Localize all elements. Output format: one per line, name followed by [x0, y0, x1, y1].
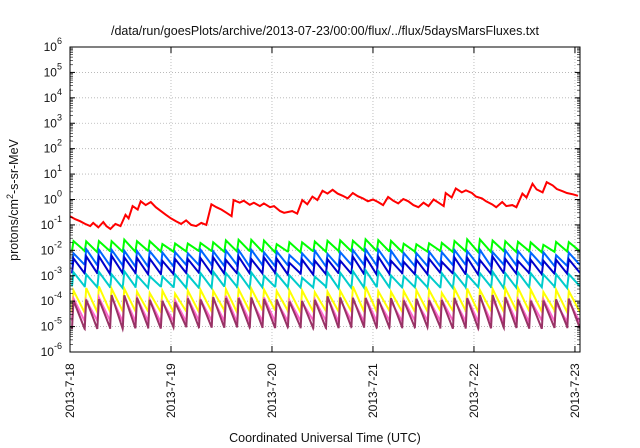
y-tick-label: 10-1 — [41, 214, 62, 232]
y-tick-exp: -3 — [54, 265, 62, 275]
y-tick-label: 10-4 — [41, 290, 62, 308]
series-line-1 — [71, 237, 580, 255]
y-tick-base: 10 — [44, 40, 58, 54]
y-tick-label: 10-2 — [41, 239, 62, 257]
y-axis-label-main: protons/cm — [7, 199, 21, 261]
y-tick-base: 10 — [44, 167, 58, 181]
y-tick-label: 101 — [44, 163, 62, 181]
y-tick-exp: -2 — [54, 239, 62, 249]
y-tick-label: 103 — [44, 112, 62, 130]
x-axis-ticks: 2013-7-18 2013-7-19 2013-7-20 2013-7-21 2013… — [63, 47, 582, 418]
x-tick-label: 2013-7-23 — [568, 363, 582, 418]
y-tick-base: 10 — [44, 65, 58, 79]
y-axis-ticks: 10-610-510-410-310-210-11001011021031041… — [41, 36, 580, 359]
y-tick-exp: -6 — [54, 341, 62, 351]
y-tick-base: 10 — [41, 269, 55, 283]
y-tick-exp: 5 — [57, 61, 62, 71]
y-tick-exp: 1 — [57, 163, 62, 173]
y-tick-base: 10 — [44, 193, 58, 207]
y-tick-base: 10 — [44, 91, 58, 105]
y-tick-base: 10 — [41, 294, 55, 308]
y-tick-label: 10-6 — [41, 341, 62, 359]
y-tick-label: 102 — [44, 138, 62, 156]
y-tick-base: 10 — [41, 218, 55, 232]
y-axis-label: protons/cm2-s-sr-MeV — [5, 138, 21, 260]
y-tick-exp: -1 — [54, 214, 62, 224]
y-tick-label: 10-3 — [41, 265, 62, 283]
y-tick-base: 10 — [44, 142, 58, 156]
y-tick-base: 10 — [41, 243, 55, 257]
x-tick-label: 2013-7-20 — [265, 363, 279, 418]
series-line-7 — [71, 294, 580, 333]
y-tick-label: 105 — [44, 61, 62, 79]
series-line-4 — [71, 267, 580, 291]
y-tick-base: 10 — [44, 116, 58, 130]
y-tick-exp: 2 — [57, 138, 62, 148]
x-tick-label: 2013-7-18 — [63, 363, 77, 418]
series-line-3 — [71, 252, 580, 278]
chart-title: /data/run/goesPlots/archive/2013-07-23/0… — [111, 24, 540, 38]
y-tick-exp: 0 — [57, 189, 62, 199]
y-tick-label: 10-5 — [41, 316, 62, 334]
y-tick-exp: -5 — [54, 316, 62, 326]
y-tick-label: 106 — [44, 36, 62, 54]
y-tick-base: 10 — [41, 320, 55, 334]
y-tick-base: 10 — [41, 345, 55, 359]
y-axis-label-sup: 2 — [5, 194, 15, 199]
x-axis-label: Coordinated Universal Time (UTC) — [229, 431, 421, 445]
x-tick-label: 2013-7-22 — [467, 363, 481, 418]
series-line-0 — [70, 180, 579, 231]
y-tick-exp: 4 — [57, 87, 62, 97]
series-lines — [70, 180, 580, 333]
x-tick-label: 2013-7-21 — [366, 363, 380, 418]
y-tick-exp: 6 — [57, 36, 62, 46]
y-tick-label: 100 — [44, 189, 62, 207]
y-tick-label: 104 — [44, 87, 62, 105]
y-tick-exp: -4 — [54, 290, 62, 300]
x-tick-label: 2013-7-19 — [164, 363, 178, 418]
y-axis-label-rest: -s-sr-MeV — [7, 138, 21, 194]
y-tick-exp: 3 — [57, 112, 62, 122]
